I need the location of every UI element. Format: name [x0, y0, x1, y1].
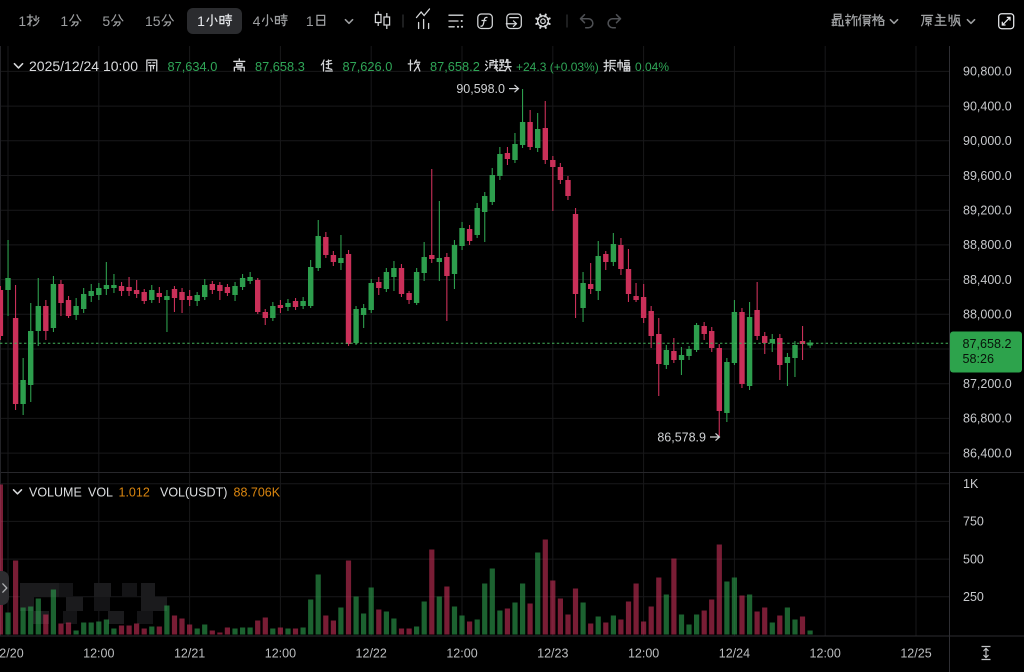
svg-text:VOLUME: VOLUME: [29, 485, 82, 499]
svg-text:89,600.0: 89,600.0: [963, 169, 1012, 183]
svg-text:87,658.2: 87,658.2: [963, 337, 1012, 351]
svg-text:500: 500: [963, 552, 984, 566]
svg-text:1: 1: [306, 13, 314, 29]
svg-text:90,400.0: 90,400.0: [963, 99, 1012, 113]
svg-text:12/25: 12/25: [900, 647, 931, 661]
svg-text:90,800.0: 90,800.0: [963, 65, 1012, 79]
svg-text:86,578.9: 86,578.9: [657, 430, 706, 444]
svg-text:250: 250: [963, 590, 984, 604]
svg-text:2025/12/24 10:00: 2025/12/24 10:00: [29, 58, 138, 74]
svg-text:1K: 1K: [963, 477, 979, 491]
svg-text:12/24: 12/24: [719, 647, 750, 661]
svg-text:86,400.0: 86,400.0: [963, 446, 1012, 460]
svg-text:12:00: 12:00: [265, 647, 296, 661]
svg-text:1: 1: [18, 13, 26, 29]
svg-text:12/23: 12/23: [537, 647, 568, 661]
svg-text:VOL(USDT): VOL(USDT): [160, 485, 227, 499]
svg-text:89,200.0: 89,200.0: [963, 204, 1012, 218]
svg-text:86,800.0: 86,800.0: [963, 412, 1012, 426]
svg-text:12/21: 12/21: [174, 647, 205, 661]
svg-text:87,626.0: 87,626.0: [343, 59, 393, 74]
svg-text:1.012: 1.012: [119, 485, 150, 499]
svg-text:12:00: 12:00: [628, 647, 659, 661]
svg-text:88,000.0: 88,000.0: [963, 308, 1012, 322]
svg-text:5: 5: [102, 13, 110, 29]
svg-text:750: 750: [963, 515, 984, 529]
svg-text:90,598.0: 90,598.0: [456, 82, 505, 96]
svg-text:12:00: 12:00: [446, 647, 477, 661]
svg-text:58:26: 58:26: [963, 352, 995, 366]
svg-text:1: 1: [60, 13, 68, 29]
svg-text:90,000.0: 90,000.0: [963, 134, 1012, 148]
svg-text:87,200.0: 87,200.0: [963, 377, 1012, 391]
svg-text:1: 1: [197, 13, 205, 29]
svg-text:12:00: 12:00: [83, 647, 114, 661]
svg-text:87,634.0: 87,634.0: [168, 59, 218, 74]
svg-text:88,400.0: 88,400.0: [963, 273, 1012, 287]
svg-text:12/20: 12/20: [0, 647, 24, 661]
svg-text:87,658.2: 87,658.2: [430, 59, 480, 74]
svg-text:87,658.3: 87,658.3: [255, 59, 305, 74]
svg-text:4: 4: [253, 13, 261, 29]
svg-text:12:00: 12:00: [810, 647, 841, 661]
svg-text:VOL: VOL: [88, 485, 113, 499]
svg-text:12/22: 12/22: [356, 647, 387, 661]
svg-text:0.04%: 0.04%: [635, 60, 669, 74]
svg-text:15: 15: [145, 13, 161, 29]
svg-text:+24.3 (+0.03%): +24.3 (+0.03%): [516, 60, 599, 74]
svg-text:88.706K: 88.706K: [234, 485, 281, 499]
svg-text:88,800.0: 88,800.0: [963, 238, 1012, 252]
